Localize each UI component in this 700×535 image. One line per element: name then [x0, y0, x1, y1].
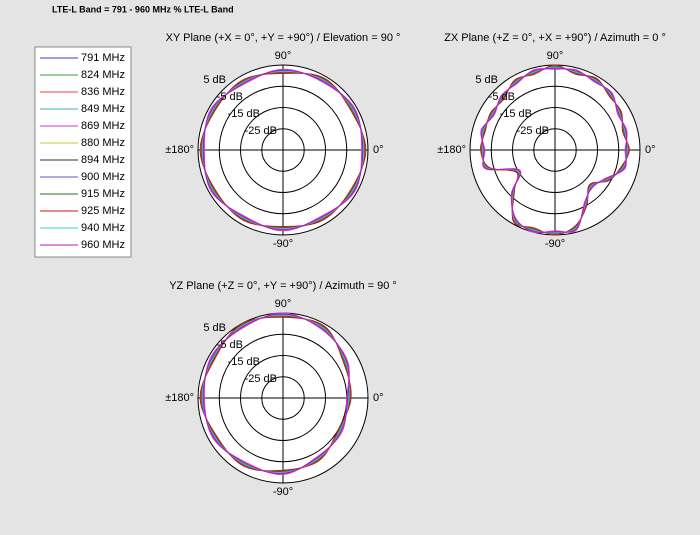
legend-box — [34, 46, 132, 258]
pattern-line — [481, 65, 629, 235]
page-title: LTE-L Band = 791 - 960 MHz % LTE-L Band — [52, 4, 234, 14]
theta-tick-label: 0° — [373, 144, 384, 156]
r-tick-label: -5 dB — [217, 91, 243, 103]
pattern-line — [202, 313, 350, 474]
chart-title: YZ Plane (+Z = 0°, +Y = +90°) / Azimuth … — [169, 280, 397, 292]
theta-tick-label: -90° — [545, 238, 565, 250]
pattern-line — [201, 70, 365, 230]
legend-label: 960 MHz — [81, 239, 125, 251]
legend-label: 869 MHz — [81, 120, 125, 132]
legend-label: 940 MHz — [81, 222, 125, 234]
legend-label: 849 MHz — [81, 103, 125, 115]
r-tick-label: -25 dB — [245, 125, 277, 137]
legend-label: 880 MHz — [81, 137, 125, 149]
theta-tick-label: ±180° — [165, 392, 194, 404]
theta-tick-label: -90° — [273, 486, 293, 498]
pattern-line — [480, 64, 630, 236]
pattern-line — [481, 67, 628, 233]
r-tick-label: -25 dB — [245, 373, 277, 385]
theta-tick-label: 90° — [275, 298, 292, 310]
legend-label: 900 MHz — [81, 171, 125, 183]
theta-tick-label: 0° — [373, 392, 384, 404]
theta-tick-label: ±180° — [165, 144, 194, 156]
r-tick-label: -5 dB — [489, 91, 515, 103]
theta-tick-label: 0° — [645, 144, 656, 156]
r-tick-label: 5 dB — [203, 74, 226, 86]
theta-tick-label: 90° — [547, 50, 564, 62]
pattern-line — [480, 68, 628, 234]
legend-label: 824 MHz — [81, 69, 125, 81]
chart-title: ZX Plane (+Z = 0°, +X = +90°) / Azimuth … — [444, 32, 666, 44]
r-tick-label: 5 dB — [203, 322, 226, 334]
theta-tick-label: -90° — [273, 238, 293, 250]
pattern-line — [199, 316, 352, 472]
r-tick-label: -15 dB — [228, 108, 260, 120]
r-tick-label: -25 dB — [517, 125, 549, 137]
theta-tick-label: ±180° — [437, 144, 466, 156]
theta-tick-label: 90° — [275, 50, 292, 62]
r-tick-label: -5 dB — [217, 339, 243, 351]
r-tick-label: -15 dB — [228, 356, 260, 368]
legend-label: 791 MHz — [81, 52, 125, 64]
legend-label: 915 MHz — [81, 188, 125, 200]
pattern-line — [199, 72, 367, 228]
pattern-line — [201, 314, 350, 474]
chart-title: XY Plane (+X = 0°, +Y = +90°) / Elevatio… — [166, 32, 401, 44]
pattern-line — [200, 315, 351, 473]
pattern-line — [203, 68, 363, 232]
legend-label: 925 MHz — [81, 205, 125, 217]
legend-label: 894 MHz — [81, 154, 125, 166]
pattern-line — [481, 66, 628, 234]
pattern-line — [200, 71, 366, 229]
legend-label: 836 MHz — [81, 86, 125, 98]
r-tick-label: 5 dB — [475, 74, 498, 86]
pattern-line — [203, 312, 350, 476]
pattern-line — [202, 69, 364, 231]
r-tick-label: -15 dB — [500, 108, 532, 120]
